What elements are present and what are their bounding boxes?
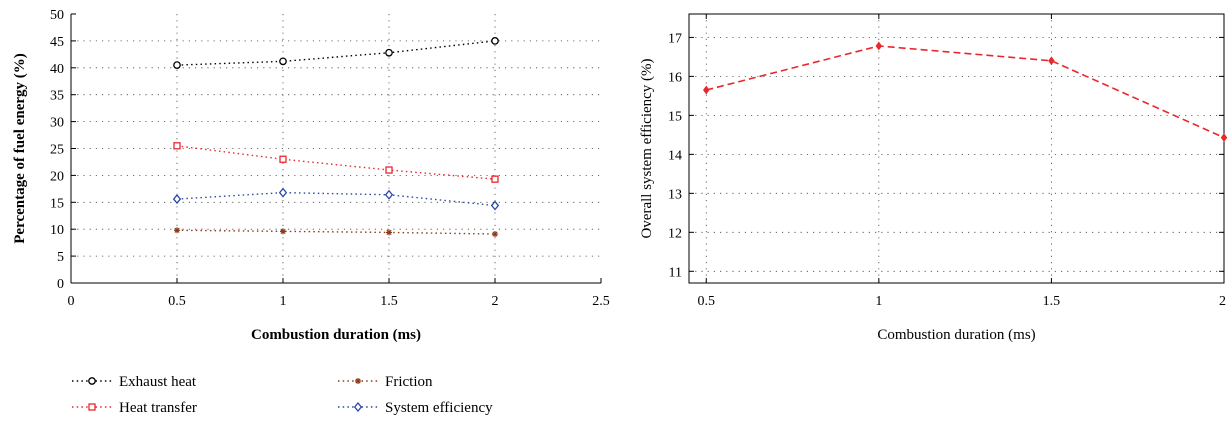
right-series-0-point-2 [1048,56,1055,66]
left-ytick-label-4: 20 [50,169,64,184]
left-series-3-point-0 [172,194,182,205]
left-x-axis-label: Combustion duration (ms) [251,327,421,343]
legend-marker-1 [88,403,96,411]
right-series-0-point-3 [1220,133,1228,143]
left-series-2-point-1 [280,228,286,235]
right-xtick-label-2: 1.5 [1043,294,1061,309]
right-ytick-label-1: 12 [668,226,682,241]
left-series-2-point-0 [174,227,180,234]
right-xtick-label-3: 2 [1219,294,1226,309]
left-xtick-label-5: 2.5 [592,294,610,309]
legend: Exhaust heat Heat transfer Friction System … [72,374,493,416]
left-series-line-0 [176,40,496,66]
left-series-2-point-3 [492,231,498,238]
left-ytick-label-9: 45 [50,35,64,50]
left-xtick-label-0: 0 [68,294,75,309]
right-xtick-label-1: 1 [875,294,882,309]
legend-marker-2 [355,378,361,384]
left-xtick-label-1: 0.5 [168,294,186,309]
legend-label-1: Heat transfer [119,400,197,416]
left-series-3-point-1 [278,187,288,198]
right-ytick-label-0: 11 [669,265,682,280]
right-plot-frame [688,13,1225,284]
left-ytick-label-6: 30 [50,116,64,131]
left-xtick-label-2: 1 [280,294,287,309]
left-series-3-point-3 [490,200,500,211]
right-xtick-label-0: 0.5 [698,294,716,309]
left-chart: 0 5 10 15 20 25 30 35 40 45 50 0 0.5 1 1.5 2 2.5 Combusti… [12,8,610,343]
left-series-1-point-1 [279,155,287,163]
right-x-axis-label: Combustion duration (ms) [877,327,1035,343]
legend-label-3: System efficiency [385,400,493,416]
legend-marker-0 [88,377,96,385]
left-series-0-point-3 [491,37,499,45]
left-xtick-label-3: 1.5 [380,294,398,309]
legend-marker-3 [353,401,363,413]
left-series-0-point-1 [279,57,287,66]
left-series-0-point-2 [385,48,393,57]
left-ytick-label-1: 5 [57,250,64,265]
left-series-1-point-0 [173,142,181,150]
left-series-line-3 [176,191,496,207]
right-ytick-label-6: 17 [668,31,682,46]
left-ytick-label-3: 15 [50,196,64,211]
right-ytick-label-3: 14 [668,148,682,163]
legend-label-0: Exhaust heat [119,374,197,390]
left-series-line-2 [176,229,496,235]
left-ytick-label-8: 40 [50,62,64,77]
left-ytick-label-7: 35 [50,89,64,104]
right-series-0-point-0 [703,85,710,95]
left-ytick-label-10: 50 [50,8,64,23]
right-ytick-label-5: 16 [668,70,682,85]
left-series-2-point-2 [386,229,392,236]
left-series-line-1 [176,145,496,180]
right-chart: 11 12 13 14 15 16 17 0.5 1 1.5 2 Combustion duratio… [639,13,1228,343]
left-xtick-label-4: 2 [492,294,499,309]
right-ytick-label-2: 13 [668,187,682,202]
left-ytick-label-2: 10 [50,223,64,238]
left-y-axis-label: Percentage of fuel energy (%) [12,53,28,243]
right-ytick-label-4: 15 [668,109,682,124]
left-ytick-label-0: 0 [57,277,64,292]
right-series-line-0 [706,45,1225,139]
left-series-1-point-2 [385,166,393,174]
legend-label-2: Friction [385,374,433,390]
left-series-0-point-0 [173,61,181,69]
left-ytick-label-5: 25 [50,143,64,158]
right-series-0-point-1 [875,41,883,51]
left-series-1-point-3 [491,175,499,183]
left-series-3-point-2 [384,189,394,200]
right-y-axis-label: Overall system efficiency (%) [639,58,655,238]
